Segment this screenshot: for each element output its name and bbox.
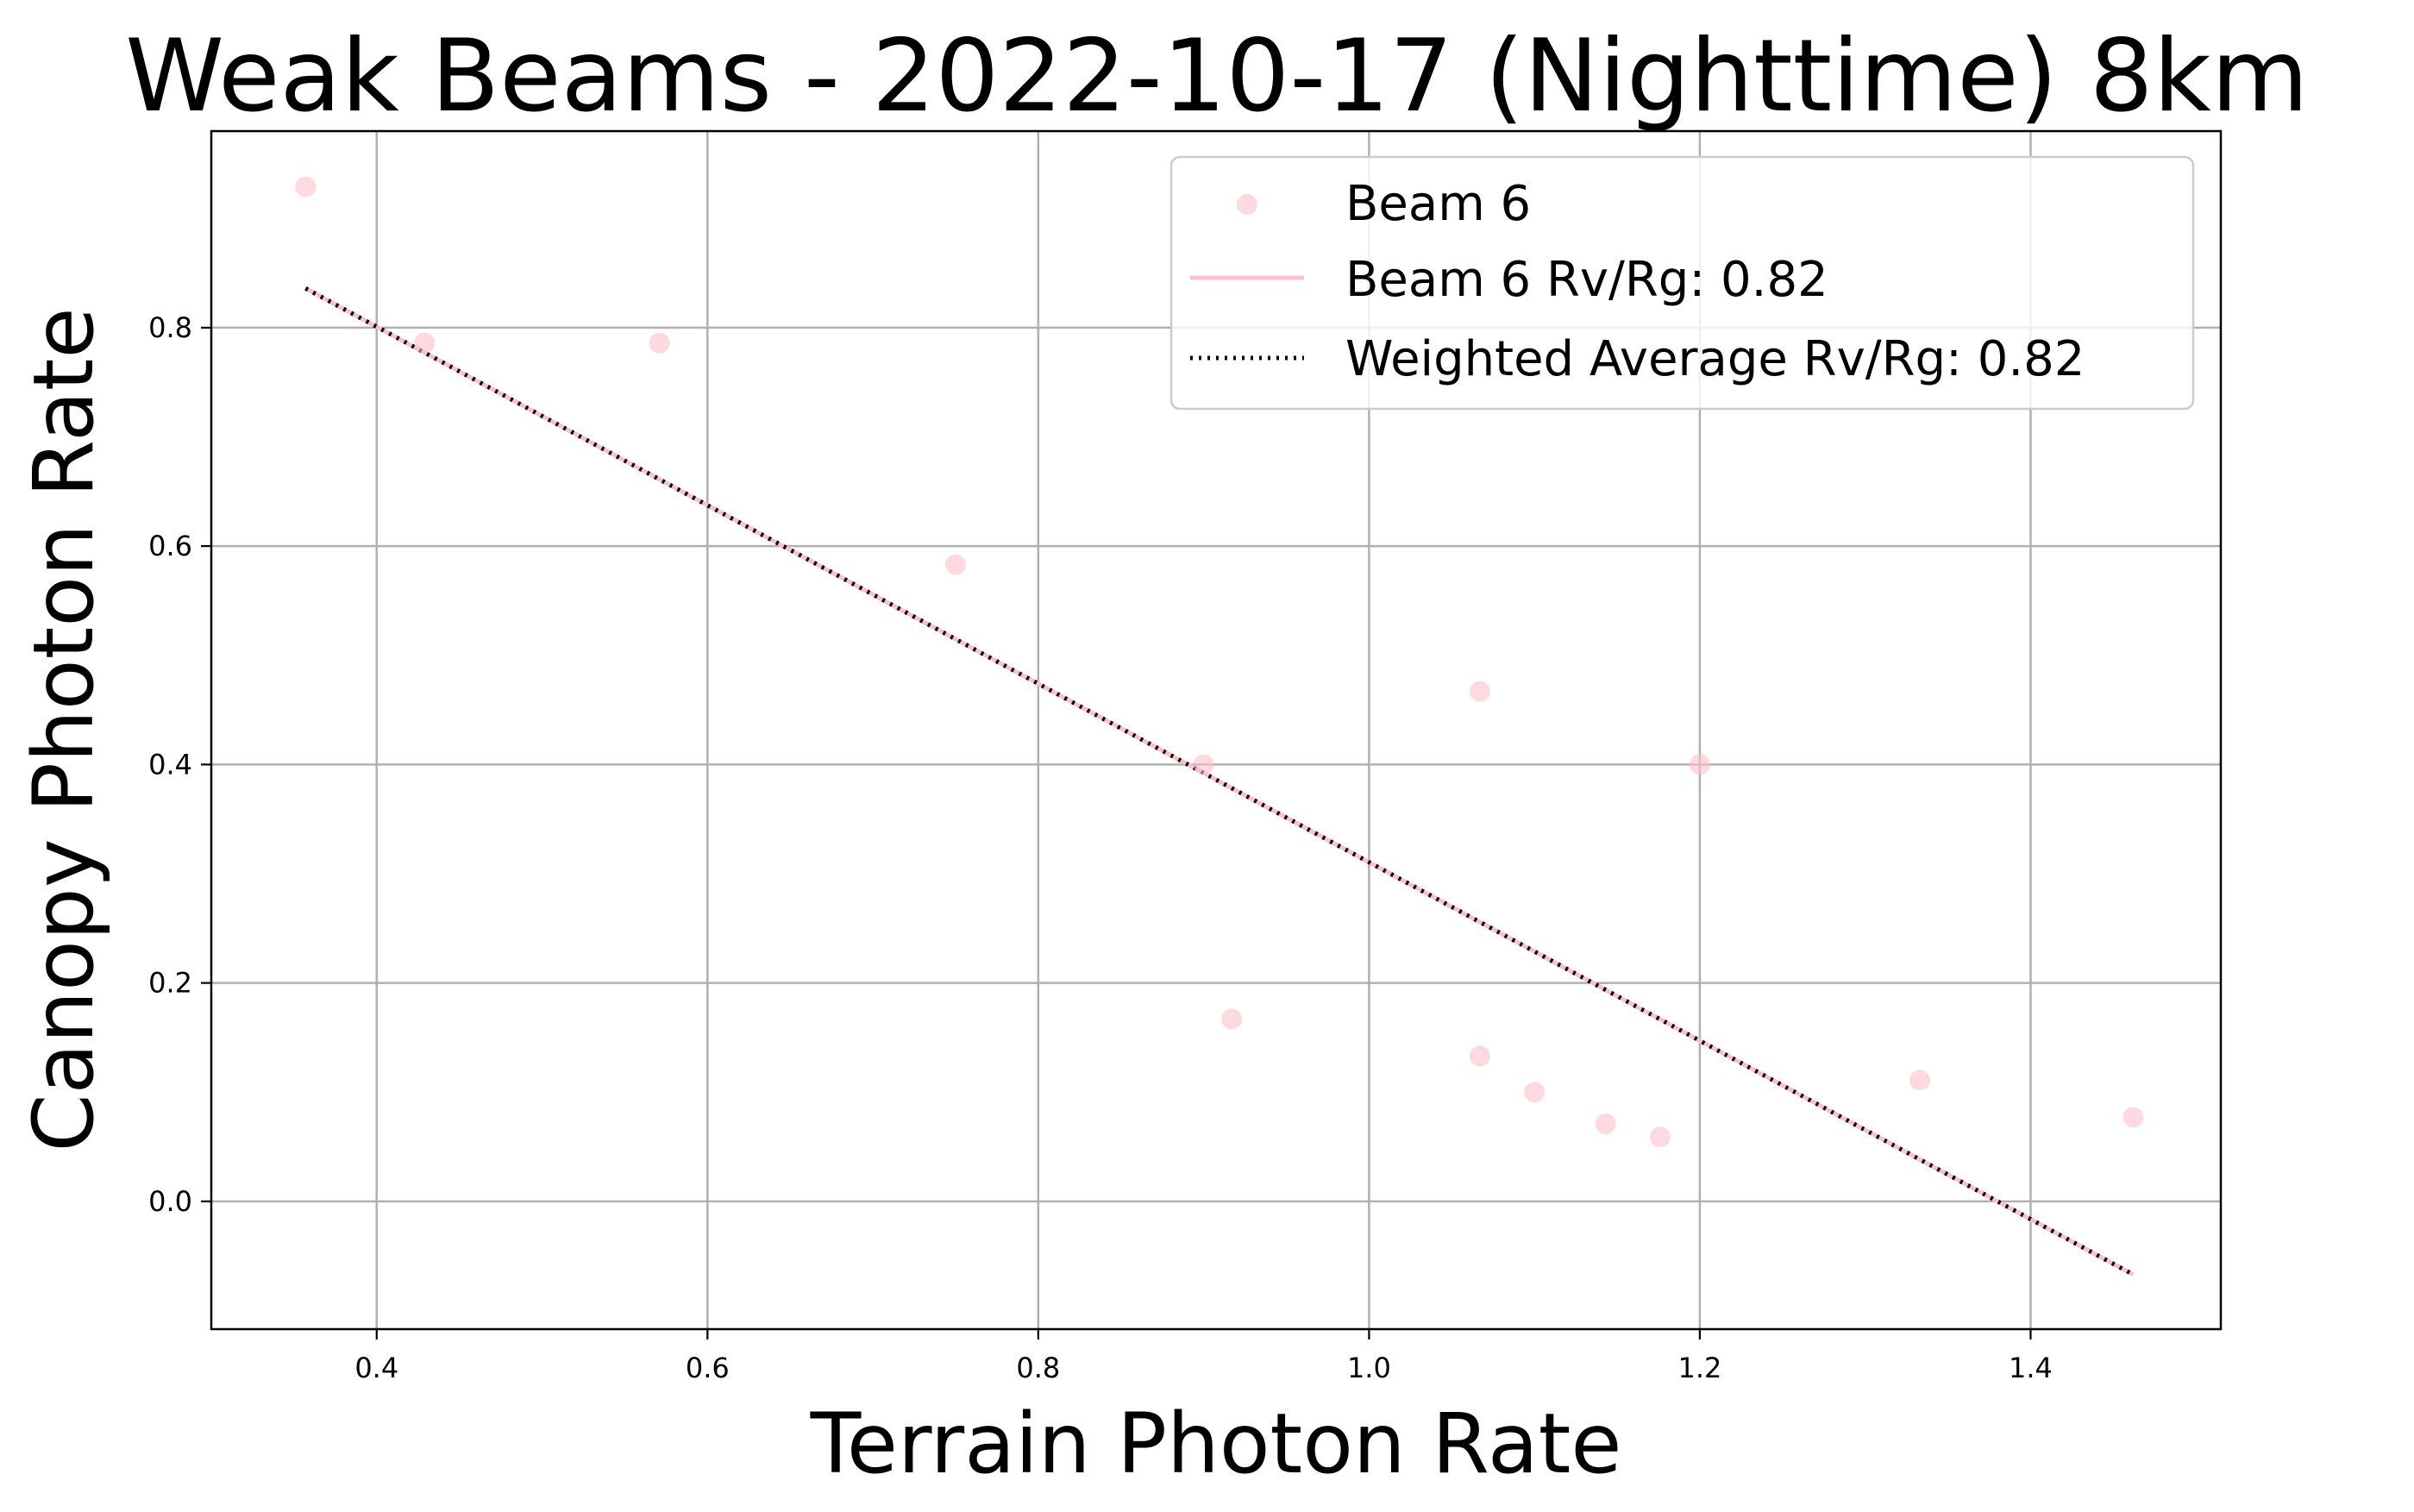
scatter-point-beam-6: [649, 332, 670, 354]
scatter-point-beam-6: [1469, 681, 1490, 702]
x-tick-label: 1.2: [1677, 1352, 1721, 1384]
x-tick-label: 0.6: [686, 1352, 730, 1384]
legend-label-beam-6-fit: Beam 6 Rv/Rg: 0.82: [1345, 252, 1828, 308]
fit-lines: [304, 286, 2135, 1277]
scatter-point-beam-6: [1221, 1008, 1243, 1030]
axis-ticks: 0.4 0.6 0.8 1.0 1.2 1.4 0.0 0.2 0.4 0.6 0.8: [148, 311, 2053, 1384]
x-tick-label: 1.0: [1347, 1352, 1391, 1384]
plot-frame: [210, 129, 2223, 1331]
legend-label-beam-6: Beam 6: [1345, 176, 1531, 232]
weighted-average-fit-line: [304, 286, 2135, 1277]
scatter-point-beam-6: [944, 554, 966, 575]
scatter-point-beam-6: [1689, 754, 1710, 775]
scatter-point-beam-6: [1649, 1126, 1671, 1148]
y-tick-label: 0.2: [148, 967, 192, 1000]
y-tick-label: 0.0: [148, 1185, 192, 1218]
scatter-point-beam-6: [1193, 754, 1214, 775]
scatter-point-beam-6: [1595, 1113, 1616, 1134]
legend: Beam 6 Beam 6 Rv/Rg: 0.82 Weighted Avera…: [1169, 155, 2195, 411]
legend-label-weighted-average: Weighted Average Rv/Rg: 0.82: [1345, 331, 2085, 387]
legend-box: [1169, 155, 2195, 411]
x-tick-label: 0.4: [354, 1352, 398, 1384]
chart-title: Weak Beams - 2022-10-17 (Nighttime) 8km: [125, 18, 2309, 135]
y-tick-label: 0.4: [148, 748, 192, 781]
scatter-point-beam-6: [1469, 1045, 1490, 1067]
y-tick-label: 0.6: [148, 530, 192, 562]
scatter-point-beam-6: [1524, 1082, 1546, 1103]
x-tick-label: 1.4: [2009, 1352, 2053, 1384]
y-axis-label: Canopy Photon Rate: [16, 307, 112, 1151]
scatter-point-beam-6: [2122, 1107, 2144, 1128]
y-tick-label: 0.8: [148, 311, 192, 344]
x-axis-label: Terrain Photon Rate: [810, 1396, 1622, 1492]
x-tick-label: 0.8: [1016, 1352, 1060, 1384]
scatter-point-beam-6: [295, 176, 317, 198]
legend-marker-beam-6: [1237, 194, 1257, 215]
scatter-points: [295, 176, 2144, 1148]
scatter-point-beam-6: [1909, 1070, 1930, 1091]
scatter-point-beam-6: [414, 332, 436, 354]
